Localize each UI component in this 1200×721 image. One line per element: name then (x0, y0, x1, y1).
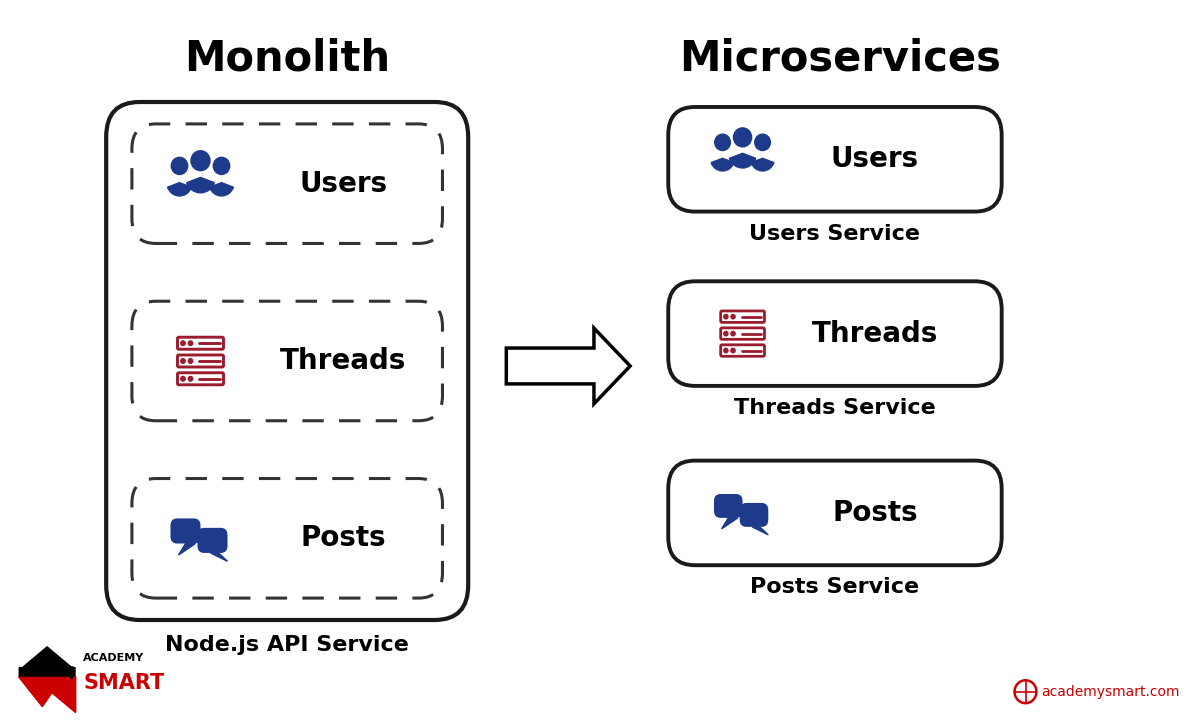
Circle shape (731, 314, 736, 319)
Circle shape (181, 376, 185, 381)
Circle shape (191, 151, 210, 171)
FancyBboxPatch shape (198, 528, 228, 553)
Polygon shape (506, 328, 630, 404)
Circle shape (172, 157, 187, 174)
Circle shape (731, 332, 736, 336)
Text: Threads: Threads (811, 319, 938, 348)
Circle shape (724, 348, 728, 353)
Circle shape (188, 341, 193, 345)
Text: Node.js API Service: Node.js API Service (166, 635, 409, 655)
Circle shape (731, 348, 736, 353)
Circle shape (181, 341, 185, 345)
Polygon shape (210, 553, 228, 562)
Wedge shape (751, 159, 774, 171)
Circle shape (181, 358, 185, 363)
Circle shape (724, 314, 728, 319)
Circle shape (188, 376, 193, 381)
FancyBboxPatch shape (18, 667, 76, 677)
FancyBboxPatch shape (668, 281, 1002, 386)
FancyBboxPatch shape (721, 328, 764, 340)
Text: academysmart.com: academysmart.com (1040, 685, 1180, 699)
Text: Users: Users (830, 145, 919, 173)
FancyBboxPatch shape (721, 345, 764, 356)
FancyBboxPatch shape (106, 102, 468, 620)
Text: Posts Service: Posts Service (750, 578, 919, 597)
Polygon shape (752, 527, 768, 535)
FancyBboxPatch shape (668, 461, 1002, 565)
FancyBboxPatch shape (668, 107, 1002, 211)
Text: Posts: Posts (300, 524, 386, 552)
Polygon shape (721, 518, 738, 528)
FancyBboxPatch shape (178, 355, 223, 367)
Text: Users: Users (299, 169, 388, 198)
Circle shape (188, 358, 193, 363)
FancyBboxPatch shape (132, 124, 443, 244)
Wedge shape (187, 177, 215, 193)
FancyBboxPatch shape (132, 301, 443, 421)
Circle shape (214, 157, 229, 174)
Polygon shape (179, 544, 196, 555)
Text: ACADEMY: ACADEMY (83, 653, 144, 663)
Text: Posts: Posts (832, 499, 918, 527)
Circle shape (733, 128, 751, 147)
FancyBboxPatch shape (132, 479, 443, 598)
Polygon shape (18, 677, 76, 712)
FancyBboxPatch shape (714, 494, 743, 518)
FancyBboxPatch shape (739, 503, 768, 527)
Text: Users Service: Users Service (750, 224, 920, 244)
Circle shape (715, 134, 731, 151)
Text: Microservices: Microservices (679, 37, 1001, 79)
Circle shape (724, 332, 728, 336)
Wedge shape (712, 159, 734, 171)
Wedge shape (210, 182, 234, 196)
FancyBboxPatch shape (721, 311, 764, 322)
Text: SMART: SMART (83, 673, 164, 693)
Text: Threads Service: Threads Service (734, 398, 936, 418)
Text: Monolith: Monolith (184, 37, 390, 79)
Text: Threads: Threads (280, 347, 407, 375)
Wedge shape (730, 154, 756, 168)
Circle shape (755, 134, 770, 151)
Polygon shape (23, 647, 71, 667)
FancyBboxPatch shape (170, 518, 200, 544)
FancyBboxPatch shape (178, 373, 223, 385)
Wedge shape (168, 182, 192, 196)
FancyBboxPatch shape (178, 337, 223, 349)
